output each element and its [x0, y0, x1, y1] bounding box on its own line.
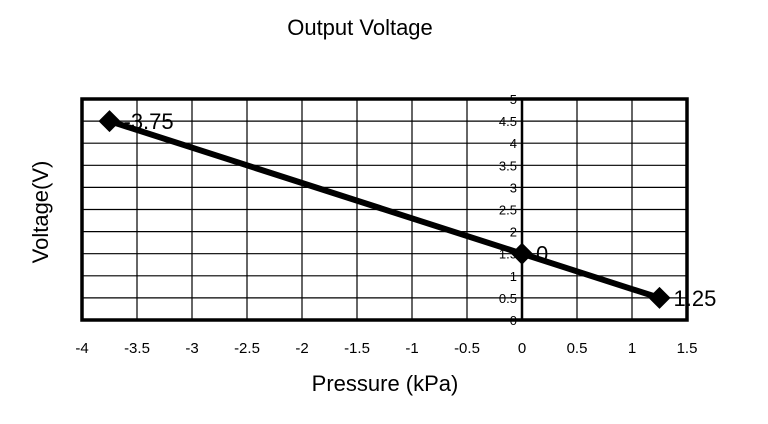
plot-frame [80, 97, 689, 322]
y-axis-label: Voltage(V) [28, 161, 53, 264]
y-tick-label: 4 [510, 136, 517, 151]
data-label: 1.25 [674, 286, 717, 311]
y-tick-label: 2.5 [499, 203, 517, 218]
data-point-marker [648, 286, 671, 309]
x-tick-label: -3.5 [124, 340, 150, 357]
x-tick-label: 1 [628, 340, 636, 357]
y-tick-label: 3.5 [499, 158, 517, 173]
x-tick-label: 1.5 [677, 340, 698, 357]
y-tick-label: 0.5 [499, 291, 517, 306]
y-tick-label: 0 [510, 313, 517, 328]
y-axis-ticks: 00.511.522.533.544.55 [499, 92, 517, 328]
x-axis-ticks: -4 -3.5 -3 -2.5 -2 -1.5 -1 -0.5 0 0.5 1 1.5 [75, 340, 697, 357]
data-label: -3.75 [124, 109, 174, 134]
x-tick-label: 0 [518, 340, 526, 357]
x-tick-label: -2 [295, 340, 308, 357]
x-tick-label: -1 [405, 340, 418, 357]
x-tick-label: -1.5 [344, 340, 370, 357]
x-tick-label: -2.5 [234, 340, 260, 357]
y-tick-label: 3 [510, 180, 517, 195]
x-tick-label: -3 [185, 340, 198, 357]
data-label: 0 [536, 242, 548, 267]
x-axis-label: Pressure (kPa) [312, 371, 459, 396]
series: -3.75 0 1.25 [98, 109, 717, 311]
data-point-marker [98, 110, 121, 133]
x-tick-label: 0.5 [567, 340, 588, 357]
x-tick-label: -4 [75, 340, 88, 357]
data-point-marker [511, 242, 533, 265]
y-tick-label: 2 [510, 225, 517, 240]
chart-title: Output Voltage [287, 15, 433, 40]
y-tick-label: 4.5 [499, 114, 517, 129]
y-tick-label: 1 [510, 269, 517, 284]
y-tick-label: 5 [510, 92, 517, 107]
x-tick-label: -0.5 [454, 340, 480, 357]
